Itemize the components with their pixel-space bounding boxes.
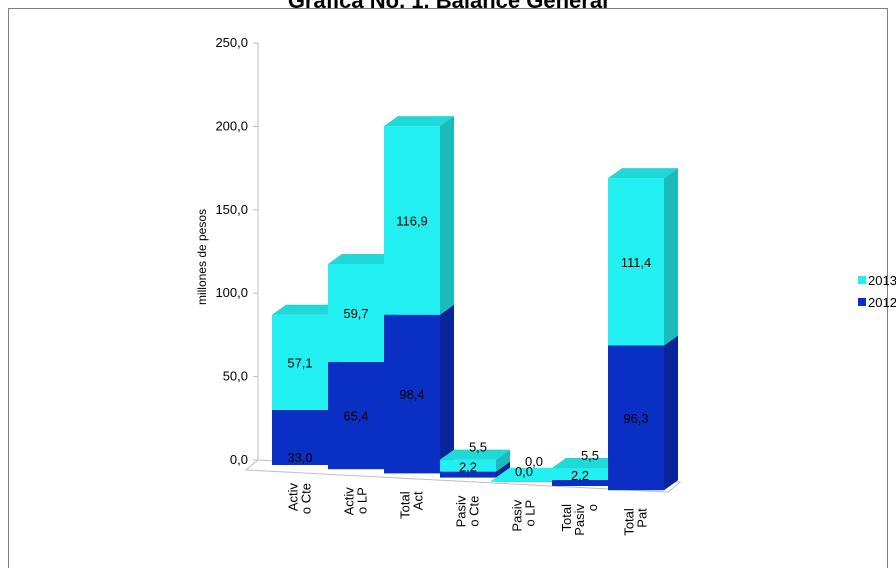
data-label-2012: 98,4 — [399, 387, 424, 402]
bar-2013-side — [496, 449, 510, 472]
x-tick-label-line: o LP — [355, 487, 370, 514]
bar-2013 — [552, 468, 608, 480]
x-tick-label-line: Pat — [635, 508, 650, 528]
legend-label-2013: 2013 — [868, 273, 896, 288]
chart-title: Gráfica No. 1. Balance General — [287, 0, 609, 13]
bar-empty — [490, 467, 566, 482]
bar-2012-side — [664, 335, 678, 491]
y-tick-label: 200,0 — [215, 118, 248, 133]
bar-2012 — [608, 345, 664, 491]
x-tick-label-line: Pasiv — [454, 495, 469, 527]
bar-2013 — [384, 126, 440, 315]
data-label-2013: 59,7 — [343, 306, 368, 321]
data-label-2013: 0,0 — [525, 454, 543, 469]
y-tick-label: 100,0 — [215, 285, 248, 300]
x-tick-label-line: o Cte — [299, 483, 314, 514]
data-label-2012: 65,4 — [343, 409, 368, 424]
bar-top — [440, 449, 510, 460]
y-tick-label: 250,0 — [215, 35, 248, 50]
x-tick-label-line: Pasiv — [510, 499, 525, 531]
y-tick-label: 50,0 — [223, 369, 248, 384]
bar-2012-side — [496, 461, 510, 478]
bar-top — [328, 253, 398, 264]
data-label-2012: 33,0 — [287, 450, 312, 465]
bar-top — [272, 304, 342, 315]
bar-2012 — [384, 314, 440, 474]
data-label-2013: 111,4 — [621, 255, 652, 270]
x-tick-label-line: Total — [559, 504, 574, 532]
bar-2013-side — [664, 168, 678, 346]
bar-2013 — [272, 314, 328, 410]
data-label-2013: 5,5 — [469, 439, 487, 454]
x-tick-label-line: Act — [411, 491, 426, 510]
axes-layer: 0,0 50,0 100,0 150,0 200,0 250,0 — [215, 35, 682, 493]
data-label-2012: 2,2 — [571, 468, 589, 483]
bar-2013 — [440, 459, 496, 472]
bar-2012 — [440, 471, 496, 478]
y-axis-label: millones de pesos — [195, 209, 209, 305]
x-tick-label-line: o — [585, 504, 600, 511]
chart-frame — [8, 8, 888, 568]
y-tick-label: 0,0 — [230, 452, 248, 467]
bar-top — [552, 458, 622, 468]
x-tick-label-line: Activ — [342, 487, 357, 516]
bar-top — [608, 168, 678, 179]
legend-swatch-2013 — [858, 276, 866, 284]
bar-2012-side — [440, 304, 454, 474]
bar-2013 — [608, 178, 664, 346]
x-tick-label-line: Total — [398, 491, 413, 519]
y-tick-label: 150,0 — [215, 202, 248, 217]
data-label-2013: 5,5 — [581, 448, 599, 463]
bar-2013-side — [440, 116, 454, 315]
data-label-2013: 116,9 — [396, 213, 428, 228]
bars-layer — [272, 116, 678, 491]
x-tick-label-line: o Cte — [467, 496, 482, 527]
x-tick-label-line: Total — [622, 508, 637, 536]
x-tick-label-line: Pasiv — [572, 504, 587, 536]
data-label-2013: 57,1 — [287, 355, 312, 370]
x-tick-label-line: Activ — [286, 483, 301, 512]
legend: 2013 2012 — [858, 273, 896, 310]
x-tick-label-line: o LP — [523, 500, 538, 527]
data-label-2012: 96,3 — [623, 411, 648, 426]
data-label-2012: 0,0 — [515, 464, 533, 479]
bar-2012 — [272, 409, 328, 465]
legend-swatch-2012 — [858, 298, 866, 306]
bar-2012 — [328, 361, 384, 470]
data-label-2012: 2,2 — [459, 460, 477, 475]
legend-label-2012: 2012 — [868, 295, 896, 310]
bar-2013 — [328, 263, 384, 362]
bar-2012 — [552, 480, 608, 486]
bar-top — [384, 116, 454, 127]
